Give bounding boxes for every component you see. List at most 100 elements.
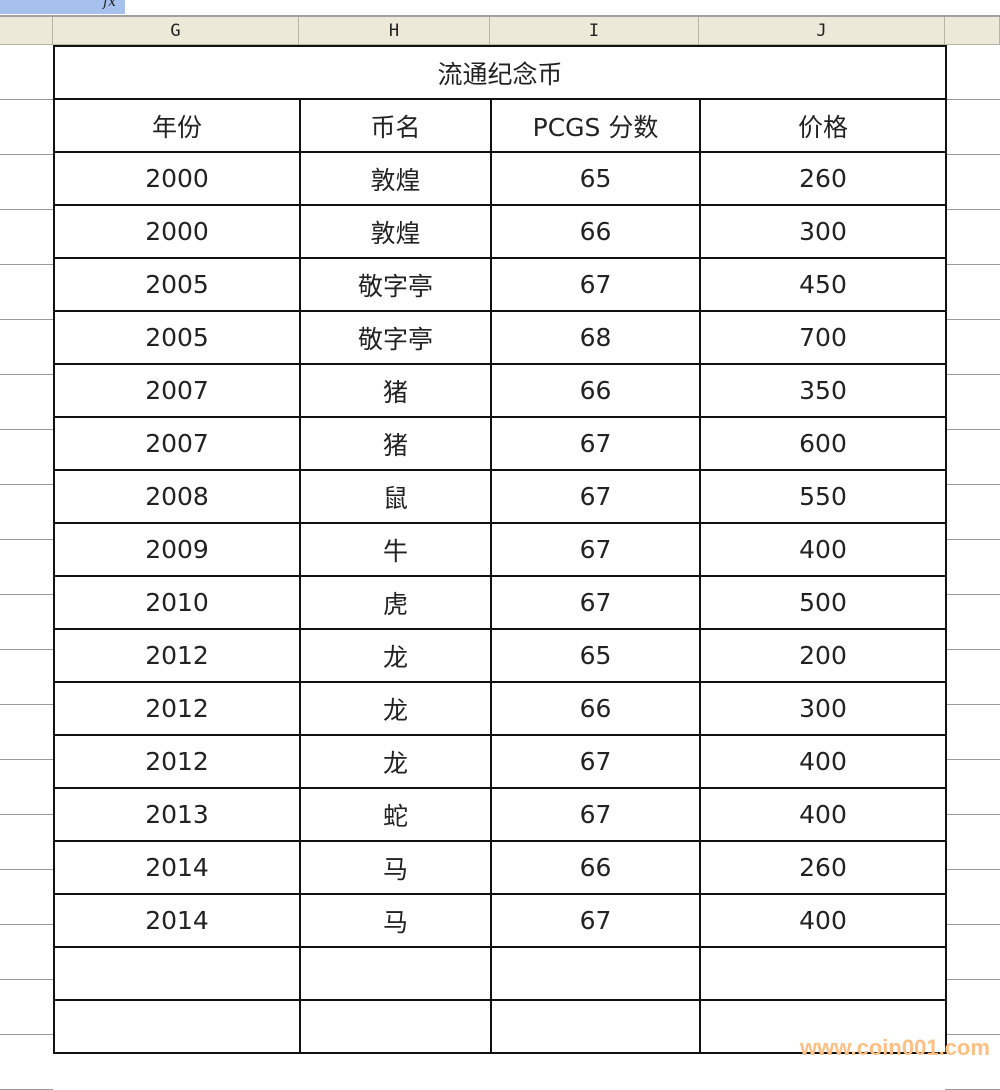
empty-cell[interactable] (945, 100, 1000, 155)
cell-price[interactable]: 260 (699, 840, 947, 895)
cell-year[interactable]: 2007 (53, 416, 301, 471)
cell-price[interactable]: 400 (699, 893, 947, 948)
empty-cell[interactable] (945, 155, 1000, 210)
cell-pcgs-score[interactable]: 67 (490, 469, 701, 524)
header-year[interactable]: 年份 (53, 98, 301, 153)
empty-cell[interactable] (945, 650, 1000, 705)
empty-cell[interactable] (299, 999, 492, 1054)
fx-icon[interactable]: fx (103, 0, 117, 10)
column-header-h[interactable]: H (299, 17, 490, 45)
cell-coin-name[interactable]: 敬字亭 (299, 310, 492, 365)
row-header[interactable] (0, 980, 53, 1035)
header-pcgs-score[interactable]: PCGS 分数 (490, 98, 701, 153)
header-price[interactable]: 价格 (699, 98, 947, 153)
cell-pcgs-score[interactable]: 67 (490, 257, 701, 312)
cell-coin-name[interactable]: 猪 (299, 363, 492, 418)
cell-price[interactable]: 500 (699, 575, 947, 630)
row-header[interactable] (0, 155, 53, 210)
column-header-k[interactable] (945, 17, 1000, 45)
empty-cell[interactable] (945, 815, 1000, 870)
cell-year[interactable]: 2000 (53, 204, 301, 259)
empty-cell[interactable] (490, 999, 701, 1054)
empty-cell[interactable] (945, 320, 1000, 375)
empty-cell[interactable] (699, 946, 947, 1001)
empty-cell[interactable] (490, 946, 701, 1001)
row-header[interactable] (0, 45, 53, 100)
row-header[interactable] (0, 210, 53, 265)
cell-year[interactable]: 2008 (53, 469, 301, 524)
cell-pcgs-score[interactable]: 68 (490, 310, 701, 365)
cell-coin-name[interactable]: 牛 (299, 522, 492, 577)
empty-cell[interactable] (53, 946, 301, 1001)
cell-pcgs-score[interactable]: 67 (490, 787, 701, 842)
empty-cell[interactable] (945, 540, 1000, 595)
empty-cell[interactable] (945, 210, 1000, 265)
cell-year[interactable]: 2012 (53, 681, 301, 736)
cell-pcgs-score[interactable]: 67 (490, 734, 701, 789)
row-header[interactable] (0, 430, 53, 485)
empty-cell[interactable] (699, 999, 947, 1054)
column-header-j[interactable]: J (699, 17, 945, 45)
cell-year[interactable]: 2007 (53, 363, 301, 418)
cell-pcgs-score[interactable]: 67 (490, 416, 701, 471)
cell-price[interactable]: 300 (699, 204, 947, 259)
cell-coin-name[interactable]: 敦煌 (299, 204, 492, 259)
cell-price[interactable]: 450 (699, 257, 947, 312)
cell-coin-name[interactable]: 马 (299, 840, 492, 895)
table-title[interactable]: 流通纪念币 (53, 45, 947, 100)
cell-price[interactable]: 700 (699, 310, 947, 365)
cell-price[interactable]: 400 (699, 522, 947, 577)
cell-pcgs-score[interactable]: 65 (490, 628, 701, 683)
cell-price[interactable]: 400 (699, 787, 947, 842)
cell-year[interactable]: 2005 (53, 310, 301, 365)
empty-cell[interactable] (299, 946, 492, 1001)
cell-pcgs-score[interactable]: 66 (490, 363, 701, 418)
cell-coin-name[interactable]: 龙 (299, 734, 492, 789)
row-header[interactable] (0, 760, 53, 815)
cell-price[interactable]: 260 (699, 151, 947, 206)
row-header[interactable] (0, 1035, 53, 1090)
row-header[interactable] (0, 485, 53, 540)
cell-price[interactable]: 300 (699, 681, 947, 736)
row-header[interactable] (0, 375, 53, 430)
row-header[interactable] (0, 705, 53, 760)
column-header-i[interactable]: I (490, 17, 699, 45)
cell-pcgs-score[interactable]: 66 (490, 840, 701, 895)
empty-cell[interactable] (945, 870, 1000, 925)
cell-year[interactable]: 2000 (53, 151, 301, 206)
cell-coin-name[interactable]: 龙 (299, 628, 492, 683)
cell-year[interactable]: 2010 (53, 575, 301, 630)
cell-year[interactable]: 2012 (53, 734, 301, 789)
cell-coin-name[interactable]: 猪 (299, 416, 492, 471)
cell-year[interactable]: 2014 (53, 893, 301, 948)
empty-cell[interactable] (945, 45, 1000, 100)
empty-cell[interactable] (945, 430, 1000, 485)
cell-coin-name[interactable]: 虎 (299, 575, 492, 630)
cell-price[interactable]: 350 (699, 363, 947, 418)
cell-year[interactable]: 2013 (53, 787, 301, 842)
cell-coin-name[interactable]: 敦煌 (299, 151, 492, 206)
cell-price[interactable]: 550 (699, 469, 947, 524)
empty-cell[interactable] (945, 595, 1000, 650)
select-all-corner[interactable] (0, 17, 53, 45)
cell-coin-name[interactable]: 马 (299, 893, 492, 948)
row-header[interactable] (0, 925, 53, 980)
cell-pcgs-score[interactable]: 67 (490, 575, 701, 630)
row-header[interactable] (0, 265, 53, 320)
cell-pcgs-score[interactable]: 67 (490, 522, 701, 577)
row-header[interactable] (0, 100, 53, 155)
row-header[interactable] (0, 595, 53, 650)
cell-year[interactable]: 2014 (53, 840, 301, 895)
cell-coin-name[interactable]: 蛇 (299, 787, 492, 842)
row-header[interactable] (0, 815, 53, 870)
cell-year[interactable]: 2012 (53, 628, 301, 683)
cell-price[interactable]: 600 (699, 416, 947, 471)
header-coin-name[interactable]: 币名 (299, 98, 492, 153)
row-header[interactable] (0, 320, 53, 375)
empty-cell[interactable] (945, 760, 1000, 815)
cell-year[interactable]: 2009 (53, 522, 301, 577)
cell-coin-name[interactable]: 鼠 (299, 469, 492, 524)
row-header[interactable] (0, 650, 53, 705)
name-box[interactable] (0, 0, 125, 14)
cell-coin-name[interactable]: 龙 (299, 681, 492, 736)
